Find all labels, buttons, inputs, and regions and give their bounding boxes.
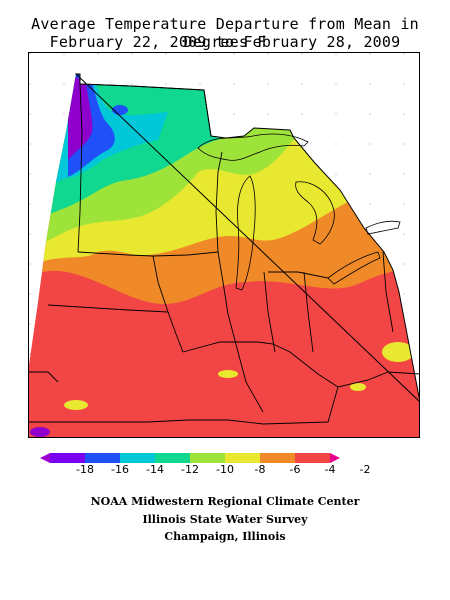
legend-arrow-high — [330, 453, 340, 463]
lake-huron — [295, 181, 335, 245]
legend-tick-label: -16 — [111, 463, 129, 476]
credit-location: Champaign, Illinois — [164, 530, 286, 543]
state-borders — [28, 73, 420, 425]
temperature-departure-map — [28, 52, 420, 438]
color-scale-legend — [40, 453, 340, 463]
legend-swatch — [155, 453, 190, 463]
legend-swatch — [50, 453, 85, 463]
legend-tick-label: -8 — [254, 463, 266, 476]
credit-noaa: NOAA Midwestern Regional Climate Center — [90, 495, 360, 508]
lake-erie — [327, 251, 381, 285]
legend-tick-label: -14 — [146, 463, 164, 476]
lake-michigan — [235, 175, 256, 291]
legend-swatch — [260, 453, 295, 463]
map-subtitle-date-range: February 22, 2009 to February 28, 2009 — [49, 33, 401, 51]
lake-ontario — [365, 220, 401, 235]
legend-swatch — [225, 453, 260, 463]
legend-arrow-low — [40, 453, 50, 463]
legend-tick-label: -6 — [289, 463, 301, 476]
legend-swatch — [120, 453, 155, 463]
legend-tick-label: -18 — [76, 463, 94, 476]
legend-tick-label: -10 — [216, 463, 234, 476]
legend-tick-label: -12 — [181, 463, 199, 476]
lake-superior — [197, 133, 309, 161]
legend-swatch — [190, 453, 225, 463]
legend-tick-label: -4 — [324, 463, 336, 476]
lakes-layer — [197, 133, 401, 291]
map-title: Average Temperature Departure from Mean … — [31, 15, 419, 51]
legend-swatch — [295, 453, 330, 463]
map-border — [28, 52, 420, 438]
legend-tick-label: -2 — [359, 463, 371, 476]
legend-swatch — [85, 453, 120, 463]
credit-isws: Illinois State Water Survey — [142, 513, 308, 526]
land-outline — [74, 73, 420, 403]
